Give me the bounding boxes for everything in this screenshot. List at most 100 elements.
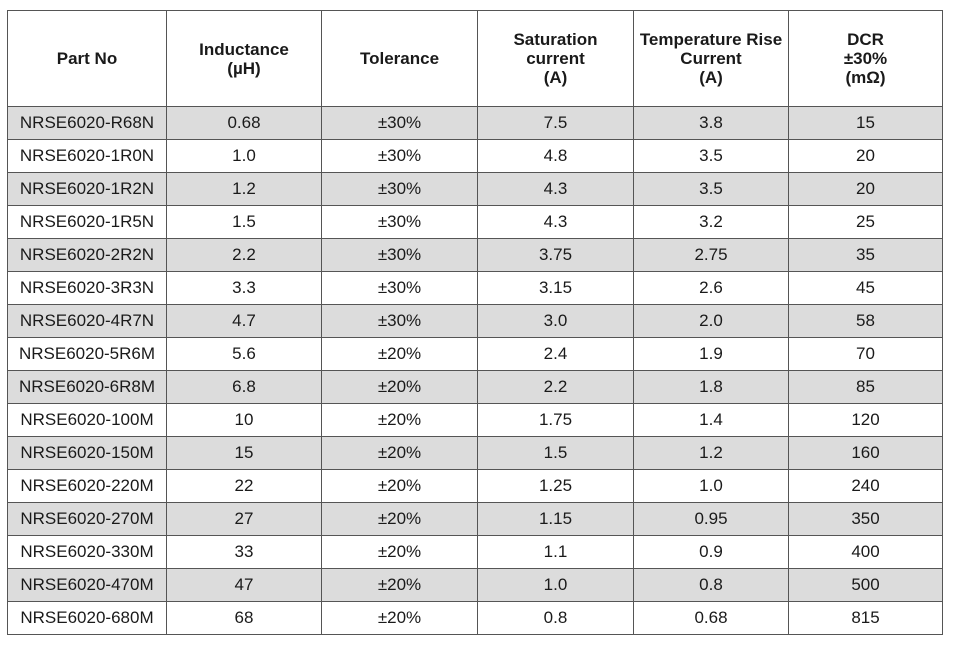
cell-inductance: 15 [166, 436, 322, 470]
cell-saturation-current: 1.5 [477, 436, 634, 470]
cell-part-no: NRSE6020-270M [7, 502, 167, 536]
inductor-spec-table: Part No Inductance (µH) Tolerance Saturation… [7, 10, 943, 635]
cell-tolerance: ±20% [321, 535, 478, 569]
cell-part-no: NRSE6020-220M [7, 469, 167, 503]
cell-inductance: 1.0 [166, 139, 322, 173]
cell-temperature-rise-current: 3.5 [633, 139, 789, 173]
cell-tolerance: ±30% [321, 304, 478, 338]
header-line: (mΩ) [845, 68, 886, 87]
cell-saturation-current: 1.25 [477, 469, 634, 503]
cell-part-no: NRSE6020-150M [7, 436, 167, 470]
table-row: NRSE6020-R68N 0.68 ±30% 7.5 3.8 15 [7, 106, 943, 140]
cell-inductance: 33 [166, 535, 322, 569]
cell-temperature-rise-current: 3.2 [633, 205, 789, 239]
cell-dcr: 160 [788, 436, 943, 470]
header-inductance: Inductance (µH) [166, 10, 322, 107]
header-line: DCR [847, 30, 884, 49]
cell-dcr: 120 [788, 403, 943, 437]
cell-temperature-rise-current: 3.8 [633, 106, 789, 140]
cell-dcr: 58 [788, 304, 943, 338]
cell-saturation-current: 3.15 [477, 271, 634, 305]
cell-saturation-current: 1.1 [477, 535, 634, 569]
header-line: (µH) [227, 58, 261, 78]
cell-temperature-rise-current: 0.8 [633, 568, 789, 602]
cell-inductance: 10 [166, 403, 322, 437]
cell-inductance: 47 [166, 568, 322, 602]
cell-tolerance: ±20% [321, 337, 478, 371]
cell-temperature-rise-current: 1.8 [633, 370, 789, 404]
table-row: NRSE6020-680M 68 ±20% 0.8 0.68 815 [7, 601, 943, 635]
cell-saturation-current: 3.75 [477, 238, 634, 272]
cell-part-no: NRSE6020-4R7N [7, 304, 167, 338]
header-line: (A) [699, 68, 723, 87]
cell-saturation-current: 4.3 [477, 205, 634, 239]
cell-temperature-rise-current: 3.5 [633, 172, 789, 206]
cell-tolerance: ±20% [321, 469, 478, 503]
cell-dcr: 500 [788, 568, 943, 602]
cell-temperature-rise-current: 0.9 [633, 535, 789, 569]
cell-saturation-current: 0.8 [477, 601, 634, 635]
header-line: Part No [56, 49, 118, 68]
cell-saturation-current: 1.0 [477, 568, 634, 602]
cell-tolerance: ±30% [321, 205, 478, 239]
cell-dcr: 35 [788, 238, 943, 272]
table-row: NRSE6020-470M 47 ±20% 1.0 0.8 500 [7, 568, 943, 602]
table-body: NRSE6020-R68N 0.68 ±30% 7.5 3.8 15 NRSE6020-1R… [7, 106, 943, 635]
cell-inductance: 5.6 [166, 337, 322, 371]
table-row: NRSE6020-4R7N 4.7 ±30% 3.0 2.0 58 [7, 304, 943, 338]
cell-saturation-current: 4.8 [477, 139, 634, 173]
header-line: current [526, 49, 585, 68]
table-row: NRSE6020-1R5N 1.5 ±30% 4.3 3.2 25 [7, 205, 943, 239]
cell-saturation-current: 2.2 [477, 370, 634, 404]
cell-temperature-rise-current: 2.0 [633, 304, 789, 338]
cell-inductance: 3.3 [166, 271, 322, 305]
cell-saturation-current: 1.15 [477, 502, 634, 536]
header-saturation-current: Saturation current (A) [477, 10, 634, 107]
cell-dcr: 815 [788, 601, 943, 635]
cell-temperature-rise-current: 1.2 [633, 436, 789, 470]
cell-part-no: NRSE6020-470M [7, 568, 167, 602]
cell-temperature-rise-current: 2.6 [633, 271, 789, 305]
table-row: NRSE6020-270M 27 ±20% 1.15 0.95 350 [7, 502, 943, 536]
header-row: Part No Inductance (µH) Tolerance Saturation… [7, 10, 943, 107]
cell-dcr: 240 [788, 469, 943, 503]
cell-tolerance: ±30% [321, 238, 478, 272]
cell-dcr: 15 [788, 106, 943, 140]
cell-tolerance: ±20% [321, 568, 478, 602]
cell-tolerance: ±20% [321, 436, 478, 470]
cell-inductance: 27 [166, 502, 322, 536]
header-line: Tolerance [359, 49, 440, 68]
cell-temperature-rise-current: 0.68 [633, 601, 789, 635]
cell-part-no: NRSE6020-330M [7, 535, 167, 569]
cell-saturation-current: 7.5 [477, 106, 634, 140]
cell-tolerance: ±20% [321, 403, 478, 437]
table-row: NRSE6020-5R6M 5.6 ±20% 2.4 1.9 70 [7, 337, 943, 371]
cell-part-no: NRSE6020-5R6M [7, 337, 167, 371]
table-row: NRSE6020-1R0N 1.0 ±30% 4.8 3.5 20 [7, 139, 943, 173]
header-part-no: Part No [7, 10, 167, 107]
header-line: Saturation [513, 30, 598, 49]
cell-part-no: NRSE6020-680M [7, 601, 167, 635]
cell-part-no: NRSE6020-1R0N [7, 139, 167, 173]
cell-inductance: 4.7 [166, 304, 322, 338]
table-row: NRSE6020-6R8M 6.8 ±20% 2.2 1.8 85 [7, 370, 943, 404]
cell-dcr: 85 [788, 370, 943, 404]
cell-saturation-current: 1.75 [477, 403, 634, 437]
cell-inductance: 6.8 [166, 370, 322, 404]
table-row: NRSE6020-2R2N 2.2 ±30% 3.75 2.75 35 [7, 238, 943, 272]
header-line: Inductance [199, 39, 289, 59]
cell-temperature-rise-current: 1.4 [633, 403, 789, 437]
cell-inductance: 1.2 [166, 172, 322, 206]
header-line: (A) [543, 68, 568, 87]
header-tolerance: Tolerance [321, 10, 478, 107]
header-line: Temperature Rise [639, 30, 783, 49]
header-temperature-rise-current: Temperature Rise Current (A) [633, 10, 789, 107]
cell-part-no: NRSE6020-2R2N [7, 238, 167, 272]
table-row: NRSE6020-220M 22 ±20% 1.25 1.0 240 [7, 469, 943, 503]
cell-tolerance: ±30% [321, 106, 478, 140]
cell-tolerance: ±30% [321, 139, 478, 173]
header-line: Current [680, 49, 742, 68]
cell-dcr: 350 [788, 502, 943, 536]
cell-inductance: 2.2 [166, 238, 322, 272]
cell-temperature-rise-current: 0.95 [633, 502, 789, 536]
